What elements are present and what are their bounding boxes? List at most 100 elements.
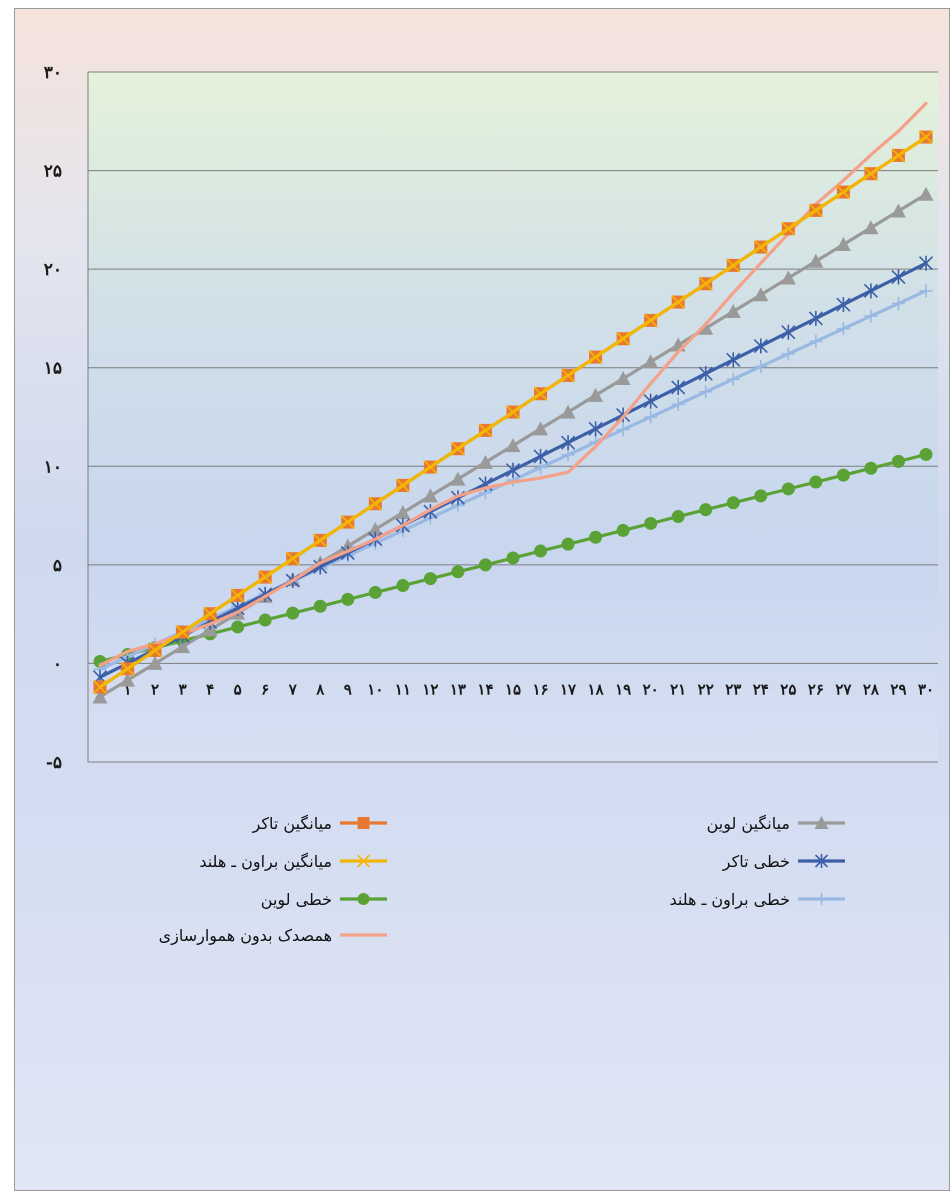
legend-item: خطی براون ـ هلند — [670, 890, 845, 910]
data-point — [671, 397, 685, 411]
data-point — [422, 488, 438, 503]
y-axis: -۵ ۰ ۵ ۱۰ ۱۵ ۲۰ ۲۵ ۳۰ — [44, 63, 62, 773]
data-point — [891, 454, 905, 468]
data-point — [864, 461, 878, 475]
x-tick-label: ۲۰ — [643, 680, 659, 698]
data-point — [588, 350, 603, 365]
legend-item: میانگین براون ـ هلند — [199, 852, 387, 872]
data-point — [891, 148, 906, 163]
x-tick-label: ۲۱ — [670, 680, 686, 698]
data-point — [671, 510, 685, 524]
data-point — [505, 462, 521, 478]
data-point — [588, 387, 604, 402]
data-point — [809, 334, 823, 348]
x-tick-label: ۱۴ — [477, 680, 493, 698]
data-point — [643, 354, 659, 369]
data-point — [753, 239, 768, 255]
data-point — [808, 310, 823, 326]
data-point — [505, 438, 521, 453]
x-tick-label: ۲۶ — [808, 680, 824, 698]
x-tick-label: ۱۹ — [615, 680, 631, 698]
data-point — [148, 643, 163, 658]
legend-label: خطی تاکر — [722, 852, 790, 872]
data-point — [367, 521, 383, 536]
x-tick-label: ۲۸ — [863, 680, 880, 698]
data-point — [726, 372, 740, 386]
legend: میانگین تاکر میانگین لوین میانگین براون ـ … — [159, 814, 845, 946]
x-tick-label: ۸ — [315, 680, 325, 698]
data-point — [836, 322, 850, 336]
data-point — [699, 385, 713, 399]
data-point — [698, 366, 713, 382]
x-tick-label: ۹ — [344, 680, 352, 698]
data-point — [753, 338, 768, 354]
x-tick-label: ۲۹ — [890, 680, 906, 698]
x-tick-label: ۶ — [261, 680, 269, 698]
data-point — [725, 304, 741, 319]
data-point — [891, 269, 906, 285]
data-point — [286, 606, 300, 620]
data-point — [781, 221, 796, 236]
series-lines — [92, 101, 934, 704]
x-tick-label: ۱۵ — [505, 680, 521, 698]
y-tick-label: ۵ — [53, 556, 62, 576]
data-point — [809, 475, 823, 489]
data-point — [919, 284, 933, 298]
data-point — [258, 570, 273, 585]
y-tick-label: ۲۰ — [44, 260, 62, 280]
data-point — [918, 129, 934, 145]
x-tick-label: ۴ — [206, 680, 214, 698]
data-point — [313, 533, 328, 548]
data-point — [92, 680, 108, 695]
data-point — [340, 515, 355, 530]
data-point — [92, 689, 108, 704]
data-point — [815, 893, 828, 905]
x-tick-label: ۱۸ — [588, 680, 605, 698]
data-point — [231, 620, 245, 634]
data-point — [175, 625, 190, 640]
gridlines — [87, 71, 938, 763]
legend-item: خطی لوین — [261, 890, 387, 910]
data-point — [781, 347, 795, 361]
data-point — [588, 421, 603, 437]
data-point — [357, 893, 370, 905]
data-point — [533, 386, 548, 401]
data-point — [863, 220, 879, 235]
data-point — [863, 283, 878, 299]
legend-label: میانگین تاکر — [252, 814, 332, 834]
data-point — [450, 441, 465, 456]
data-point — [644, 516, 658, 530]
data-point — [808, 203, 823, 218]
x-tick-label: ۱۰ — [367, 680, 383, 698]
data-point — [616, 423, 630, 437]
data-point — [836, 468, 850, 482]
data-point — [285, 551, 300, 566]
data-point — [451, 565, 465, 579]
data-point — [313, 599, 327, 613]
data-point — [643, 313, 658, 328]
y-tick-label: -۵ — [46, 753, 62, 773]
data-point — [396, 579, 410, 593]
data-point — [147, 655, 163, 670]
data-point — [616, 523, 630, 537]
data-point — [615, 371, 631, 386]
data-point — [175, 639, 191, 654]
data-point — [120, 661, 135, 676]
data-point — [836, 297, 851, 313]
x-tick-label: ۲۲ — [698, 680, 714, 698]
data-point — [423, 460, 438, 475]
x-tick-label: ۲۵ — [780, 680, 796, 698]
x-tick-label: ۲۴ — [753, 680, 769, 698]
data-point — [781, 324, 796, 340]
x-tick-label: ۵ — [234, 680, 242, 698]
data-point — [561, 448, 575, 462]
data-point — [836, 184, 851, 200]
x-tick-label: ۳۰ — [918, 680, 934, 698]
data-point — [808, 253, 824, 268]
data-point — [726, 258, 741, 273]
data-point — [561, 435, 576, 451]
data-point — [754, 489, 768, 503]
y-tick-label: ۲۵ — [44, 162, 62, 182]
data-point — [671, 295, 686, 310]
data-point — [863, 166, 878, 181]
